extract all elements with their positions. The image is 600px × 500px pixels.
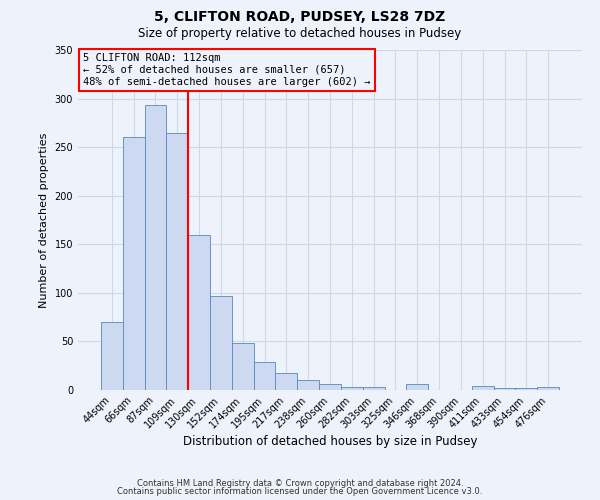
Bar	[363, 387, 385, 390]
Bar	[537, 387, 559, 390]
Bar	[297, 380, 319, 390]
Bar	[145, 106, 166, 390]
Bar	[494, 388, 515, 390]
Bar	[341, 387, 363, 390]
Bar	[210, 296, 232, 390]
Text: 5 CLIFTON ROAD: 112sqm
← 52% of detached houses are smaller (657)
48% of semi-de: 5 CLIFTON ROAD: 112sqm ← 52% of detached…	[83, 54, 371, 86]
X-axis label: Distribution of detached houses by size in Pudsey: Distribution of detached houses by size …	[183, 436, 477, 448]
Text: Contains public sector information licensed under the Open Government Licence v3: Contains public sector information licen…	[118, 487, 482, 496]
Bar	[188, 234, 210, 390]
Y-axis label: Number of detached properties: Number of detached properties	[39, 132, 49, 308]
Bar	[275, 372, 297, 390]
Text: Size of property relative to detached houses in Pudsey: Size of property relative to detached ho…	[139, 28, 461, 40]
Bar	[101, 322, 123, 390]
Bar	[166, 132, 188, 390]
Text: Contains HM Land Registry data © Crown copyright and database right 2024.: Contains HM Land Registry data © Crown c…	[137, 478, 463, 488]
Bar	[254, 362, 275, 390]
Bar	[515, 388, 537, 390]
Bar	[123, 138, 145, 390]
Bar	[472, 386, 494, 390]
Bar	[232, 344, 254, 390]
Text: 5, CLIFTON ROAD, PUDSEY, LS28 7DZ: 5, CLIFTON ROAD, PUDSEY, LS28 7DZ	[154, 10, 446, 24]
Bar	[406, 384, 428, 390]
Bar	[319, 384, 341, 390]
